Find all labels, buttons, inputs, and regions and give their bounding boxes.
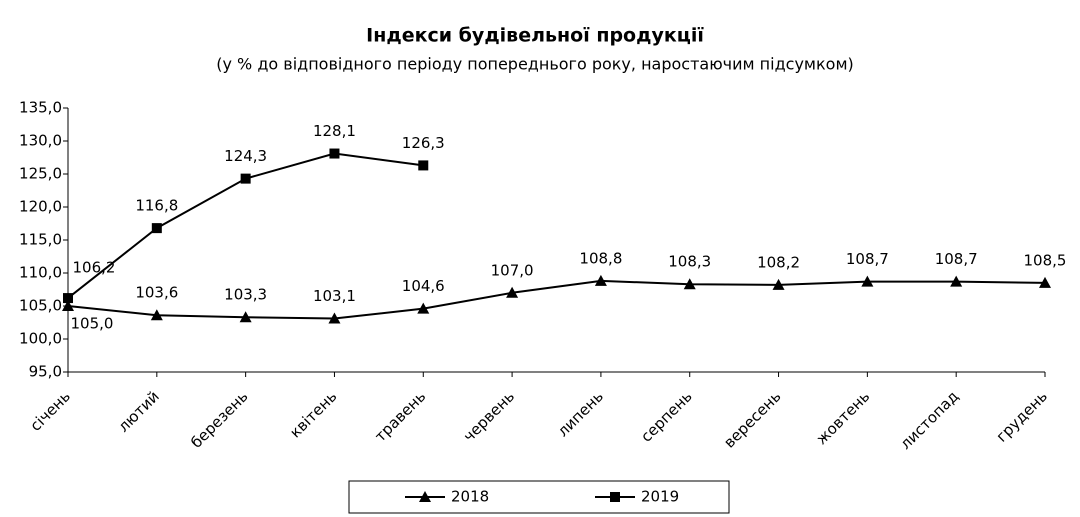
y-tick-label: 105,0 — [19, 297, 62, 315]
data-label: 105,0 — [71, 315, 114, 333]
x-tick-label: липень — [554, 387, 607, 440]
x-tick-label: жовтень — [812, 387, 873, 448]
point — [328, 312, 341, 324]
x-tick-label: березень — [187, 387, 251, 451]
x-tick-label: січень — [27, 387, 74, 434]
data-label: 108,7 — [846, 250, 889, 268]
point — [1039, 276, 1051, 288]
point — [150, 309, 163, 321]
data-label: 106,2 — [73, 259, 116, 277]
data-label: 108,5 — [1024, 251, 1067, 269]
data-label: 126,3 — [402, 134, 445, 152]
data-label: 128,1 — [313, 122, 356, 140]
data-label: 116,8 — [135, 197, 178, 215]
point — [240, 173, 251, 184]
point — [63, 293, 73, 304]
x-tick-label: листопад — [897, 387, 963, 453]
x-tick-label: травень — [371, 387, 429, 445]
y-tick-label: 115,0 — [19, 231, 62, 249]
y-tick-label: 135,0 — [19, 99, 62, 117]
x-tick-label: квітень — [286, 387, 340, 441]
legend-label: 2018 — [451, 488, 489, 506]
chart-subtitle: (у % до відповідного періоду попередньог… — [216, 55, 854, 74]
data-label: 108,2 — [757, 253, 800, 271]
series-line — [67, 279, 1046, 320]
data-label: 107,0 — [491, 261, 534, 279]
point — [418, 160, 429, 171]
y-tick-label: 125,0 — [19, 165, 62, 183]
x-tick-label: червень — [460, 387, 518, 445]
data-label: 124,3 — [224, 147, 267, 165]
y-tick-label: 120,0 — [19, 198, 62, 216]
chart-title: Індекси будівельної продукції — [366, 25, 704, 47]
legend-marker — [419, 491, 431, 502]
data-label: 108,8 — [579, 249, 622, 267]
point — [950, 275, 963, 287]
legend-label: 2019 — [641, 488, 679, 506]
point — [329, 148, 340, 159]
point — [151, 223, 162, 234]
y-tick-label: 100,0 — [19, 330, 62, 348]
point — [861, 275, 874, 287]
point — [239, 311, 252, 323]
point — [594, 274, 607, 286]
y-tick-label: 110,0 — [19, 264, 62, 282]
point — [506, 286, 519, 298]
data-label: 108,7 — [935, 250, 978, 268]
data-label: 104,6 — [402, 277, 445, 295]
x-tick-label: грудень — [993, 387, 1051, 445]
y-tick-label: 95,0 — [29, 363, 62, 381]
point — [683, 278, 696, 290]
data-label: 103,6 — [135, 284, 178, 302]
legend-marker — [610, 492, 620, 502]
data-label: 108,3 — [668, 253, 711, 271]
y-tick-label: 130,0 — [19, 132, 62, 150]
data-label: 103,1 — [313, 287, 356, 305]
point — [772, 278, 785, 290]
point — [62, 300, 74, 311]
point — [417, 302, 430, 314]
x-tick-label: серпень — [637, 387, 695, 445]
data-label: 103,3 — [224, 286, 267, 304]
x-tick-label: лютий — [114, 387, 162, 435]
x-tick-label: вересень — [720, 387, 784, 451]
